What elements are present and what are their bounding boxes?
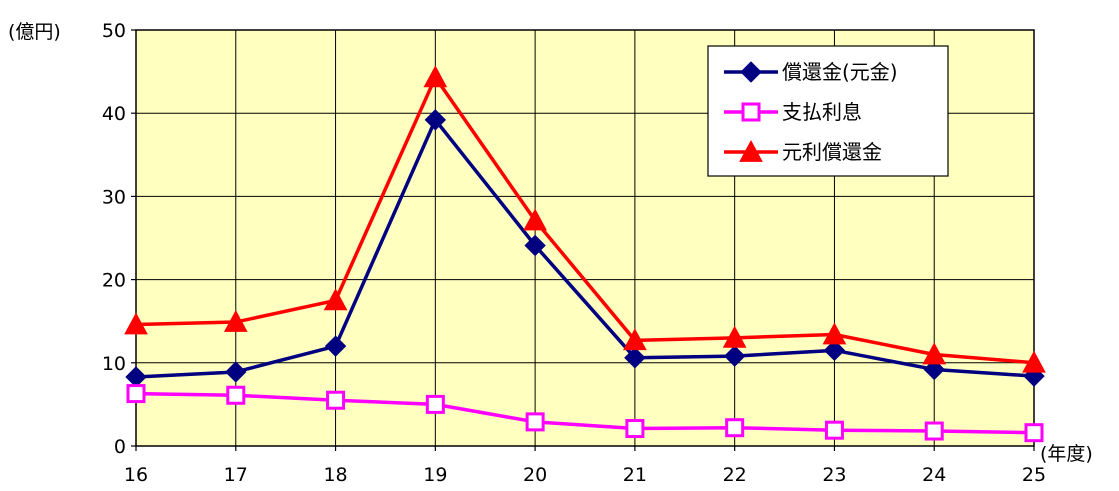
x-tick-label: 19 <box>423 464 447 486</box>
data-point <box>324 335 347 357</box>
data-point <box>1022 350 1046 373</box>
data-point <box>723 345 746 367</box>
x-tick-label: 17 <box>224 464 248 486</box>
x-tick-label: 24 <box>922 464 946 486</box>
y-tick-label: 40 <box>102 103 126 125</box>
series-line <box>135 391 1035 435</box>
legend-marker <box>740 61 762 83</box>
legend-marker <box>741 102 761 122</box>
data-point <box>525 412 545 432</box>
x-unit-label: (年度) <box>1040 443 1093 465</box>
legend-marker <box>739 139 763 162</box>
x-tick-label: 18 <box>323 464 347 486</box>
y-tick-label: 0 <box>114 436 126 458</box>
x-tick-label: 22 <box>723 464 747 486</box>
y-tick-label: 20 <box>102 270 126 292</box>
x-tick-label: 16 <box>124 464 148 486</box>
y-axis: 0 10 20 30 40 50 <box>102 20 136 458</box>
series-layer <box>124 65 1046 443</box>
series-1 <box>126 384 1044 443</box>
x-axis: 16 17 18 19 20 21 22 23 24 25 <box>124 446 1046 486</box>
data-point <box>623 328 647 351</box>
legend-label: 支払利息 <box>782 100 862 124</box>
y-tick-label: 50 <box>102 20 126 42</box>
plot-border <box>135 29 1035 447</box>
data-point <box>323 288 348 311</box>
data-point <box>326 390 346 410</box>
x-tick-label: 20 <box>523 464 547 486</box>
series-2 <box>124 65 1046 373</box>
data-point <box>822 322 847 345</box>
data-point <box>226 385 246 405</box>
y-tick-label: 30 <box>102 186 126 208</box>
data-point <box>823 339 846 362</box>
x-tick-label: 23 <box>822 464 846 486</box>
series-line <box>135 75 1035 365</box>
legend-label: 元利償還金 <box>782 140 882 164</box>
data-point <box>824 420 844 440</box>
series-line <box>135 118 1035 379</box>
y-tick-label: 10 <box>102 353 126 375</box>
data-point <box>523 208 547 231</box>
data-point <box>223 309 248 332</box>
data-point <box>922 342 947 365</box>
x-tick-label: 21 <box>623 464 647 486</box>
legend-label: 償還金(元金) <box>782 60 898 84</box>
y-unit-label: (億円) <box>8 21 61 43</box>
x-tick-label: 25 <box>1022 464 1046 486</box>
data-point <box>225 361 247 383</box>
data-point <box>624 347 646 369</box>
data-point <box>923 358 945 381</box>
data-point <box>1024 423 1044 443</box>
data-point <box>126 384 146 404</box>
data-point <box>722 325 747 348</box>
data-point <box>425 394 445 414</box>
data-point <box>924 421 944 441</box>
data-point <box>424 109 447 131</box>
data-point <box>524 234 546 257</box>
series-0 <box>125 109 1045 388</box>
data-point <box>725 418 745 438</box>
data-point <box>124 312 148 335</box>
data-point <box>625 419 645 439</box>
data-point <box>423 65 448 88</box>
